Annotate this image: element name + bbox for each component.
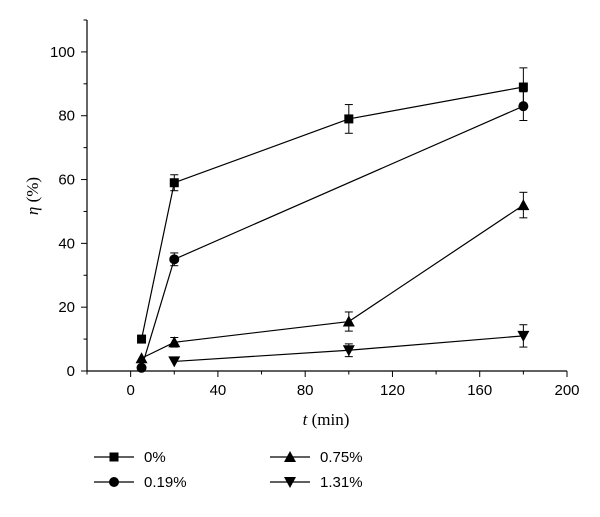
legend-label: 1.31% — [320, 474, 363, 491]
x-tick-label: 80 — [297, 382, 314, 399]
legend-marker — [284, 451, 296, 462]
data-point — [518, 82, 528, 92]
x-tick-label: 120 — [380, 382, 405, 399]
data-point — [168, 356, 181, 368]
legend-marker — [109, 477, 119, 487]
x-axis-variable: t — [303, 410, 309, 429]
data-point — [169, 254, 180, 265]
legend-item: 0.75% — [270, 449, 363, 466]
series-2 — [135, 191, 530, 364]
y-tick-label: 100 — [50, 44, 75, 61]
data-point — [344, 114, 354, 124]
legend-label: 0% — [144, 449, 166, 466]
x-tick-label: 160 — [467, 382, 492, 399]
series-3 — [168, 324, 530, 368]
legend: 0% 0.19% 0.75% 1.31% — [94, 449, 363, 491]
data-point — [517, 199, 530, 211]
legend-marker — [109, 452, 119, 462]
data-point — [518, 101, 529, 112]
series-line — [140, 105, 524, 368]
data-point — [137, 334, 147, 344]
data-point — [342, 315, 355, 327]
legend-item: 0.19% — [94, 474, 187, 491]
data-point — [517, 330, 530, 342]
x-axis-label: t (min) — [303, 410, 350, 429]
y-axis-unit: (%) — [23, 177, 42, 207]
series-1 — [136, 91, 529, 373]
legend-item: 1.31% — [270, 474, 363, 491]
x-tick-label: 40 — [210, 382, 227, 399]
legend-label: 0.75% — [320, 449, 363, 466]
y-tick-label: 40 — [58, 235, 75, 252]
data-point — [168, 336, 181, 348]
y-tick-label: 80 — [58, 108, 75, 125]
y-tick-label: 60 — [58, 172, 75, 189]
series-layer — [135, 67, 530, 373]
legend-marker — [284, 477, 296, 488]
y-axis-label: η (%) — [23, 177, 42, 215]
series-line — [141, 204, 524, 359]
legend-label: 0.19% — [144, 474, 187, 491]
data-point — [169, 178, 179, 188]
x-tick-label: 0 — [126, 382, 134, 399]
legend-item: 0% — [94, 449, 166, 466]
y-tick-label: 0 — [67, 363, 75, 380]
axes: 0 40 80 120 160 200 0 20 40 60 80 100 — [50, 19, 580, 399]
series-0 — [137, 67, 528, 344]
series-line — [140, 86, 524, 340]
data-point — [342, 345, 355, 357]
y-tick-label: 20 — [58, 299, 75, 316]
data-point — [136, 362, 147, 373]
y-axis-variable: η — [23, 207, 42, 215]
data-point — [135, 352, 148, 364]
x-axis-unit: (min) — [307, 410, 349, 429]
x-tick-label: 200 — [554, 382, 579, 399]
